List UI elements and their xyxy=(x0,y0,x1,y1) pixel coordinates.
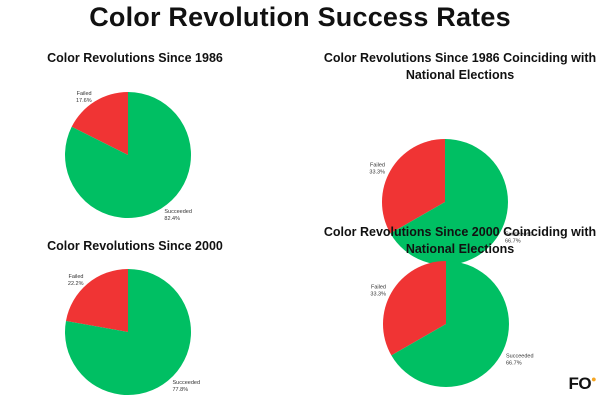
pie-slice-succeeded xyxy=(391,261,509,387)
slice-value-failed: 17.6% xyxy=(76,98,92,104)
slice-label-failed: Failed xyxy=(77,91,92,97)
pie-slice-succeeded xyxy=(64,269,191,395)
slice-label-succeeded: Succeeded xyxy=(164,209,192,215)
slice-value-failed: 33.3% xyxy=(370,291,386,297)
chart-title-3: Color Revolutions Since 2000 xyxy=(47,239,223,253)
slice-value-failed: 33.3% xyxy=(369,169,385,175)
pie-slice-failed xyxy=(381,139,445,234)
chart-title-2: Color Revolutions Since 1986 Coinciding … xyxy=(323,51,597,82)
chart-panel-2: Color Revolutions Since 1986 Coinciding … xyxy=(320,48,600,265)
slice-value-succeeded: 66.7% xyxy=(505,239,521,245)
slice-label-succeeded: Succeeded xyxy=(173,380,201,386)
slice-value-failed: 22.2% xyxy=(68,281,84,287)
page-title: Color Revolution Success Rates xyxy=(89,2,511,32)
pie-slice-failed xyxy=(382,261,446,356)
chart-panel-4: Color Revolutions Since 2000 Coinciding … xyxy=(320,222,600,400)
brand-dot-icon: ● xyxy=(591,374,596,384)
chart-panel-3: Color Revolutions Since 2000 Failed 22.2%… xyxy=(0,234,270,400)
pie-slice-failed xyxy=(71,92,128,155)
pie-slice-succeeded xyxy=(390,139,508,265)
slice-value-succeeded: 82.4% xyxy=(164,216,180,222)
pie-slice-succeeded xyxy=(65,91,192,218)
slice-label-failed: Failed xyxy=(371,284,386,290)
slice-label-failed: Failed xyxy=(370,162,385,168)
slice-value-succeeded: 77.8% xyxy=(173,387,189,393)
chart-title-1: Color Revolutions Since 1986 xyxy=(47,51,223,65)
chart-panel-1: Color Revolutions Since 1986 Failed 17.6%… xyxy=(0,46,270,236)
brand-logo: FO● xyxy=(568,374,596,394)
brand-text: FO xyxy=(568,374,592,393)
chart-title-4: Color Revolutions Since 2000 Coinciding … xyxy=(323,225,597,256)
slice-value-succeeded: 66.7% xyxy=(506,361,522,367)
pie-slice-failed xyxy=(65,269,128,332)
slice-label-succeeded: Succeeded xyxy=(506,354,534,360)
slice-label-succeeded: Succeeded xyxy=(505,232,533,238)
slice-label-failed: Failed xyxy=(69,274,84,280)
